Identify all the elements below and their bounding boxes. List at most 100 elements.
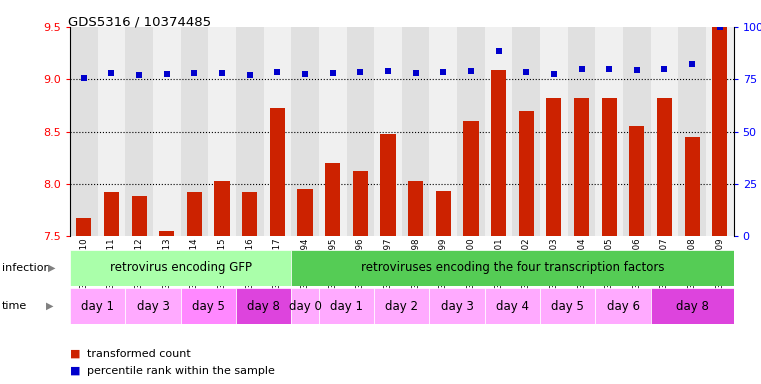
Bar [236,288,291,324]
Bar [540,27,568,236]
Bar [485,27,512,236]
Bar [623,27,651,236]
Bar [429,288,485,324]
Text: GDS5316 / 10374485: GDS5316 / 10374485 [68,15,212,28]
Bar [104,192,119,236]
Text: day 6: day 6 [607,300,639,313]
Bar [402,27,429,236]
Bar [97,27,126,236]
Text: infection: infection [2,263,50,273]
Text: day 5: day 5 [192,300,224,313]
Text: transformed count: transformed count [87,349,190,359]
Bar [678,27,706,236]
Point [271,69,283,75]
Bar [159,231,174,236]
Point [216,70,228,76]
Bar [568,27,595,236]
Bar [353,171,368,236]
Bar [70,250,291,286]
Bar [325,163,340,236]
Point [631,67,643,73]
Text: retrovirus encoding GFP: retrovirus encoding GFP [110,262,252,274]
Bar [712,27,728,236]
Text: day 3: day 3 [136,300,170,313]
Text: ■: ■ [70,366,81,376]
Bar [298,189,313,236]
Point [326,70,339,76]
Bar [319,27,346,236]
Bar [408,181,423,236]
Bar [126,27,153,236]
Point [382,68,394,74]
Point [189,70,201,76]
Point [465,68,477,74]
Bar [126,288,180,324]
Point [603,66,615,72]
Bar [242,192,257,236]
Bar [595,288,651,324]
Point [133,72,145,78]
Bar [463,121,479,236]
Text: day 4: day 4 [496,300,529,313]
Text: percentile rank within the sample: percentile rank within the sample [87,366,275,376]
Bar [429,27,457,236]
Point [244,72,256,78]
Bar [540,288,595,324]
Bar [70,288,126,324]
Point [299,71,311,77]
Bar [512,27,540,236]
Text: day 8: day 8 [676,300,708,313]
Text: day 1: day 1 [81,300,114,313]
Text: day 1: day 1 [330,300,363,313]
Point [78,75,90,81]
Bar [602,98,616,236]
Bar [291,250,734,286]
Text: day 3: day 3 [441,300,473,313]
Point [437,69,449,75]
Point [658,66,670,72]
Text: day 8: day 8 [247,300,280,313]
Bar [595,27,623,236]
Bar [76,218,91,236]
Text: day 5: day 5 [551,300,584,313]
Point [714,24,726,30]
Bar [263,27,291,236]
Point [354,69,367,75]
Bar [546,98,562,236]
Text: retroviruses encoding the four transcription factors: retroviruses encoding the four transcrip… [361,262,664,274]
Bar [485,288,540,324]
Bar [180,27,209,236]
Bar [706,27,734,236]
Bar [651,27,678,236]
Bar [519,111,533,236]
Bar [374,288,429,324]
Text: ■: ■ [70,349,81,359]
Bar [491,70,506,236]
Bar [291,288,319,324]
Text: ▶: ▶ [46,301,53,311]
Bar [215,181,230,236]
Bar [436,191,451,236]
Bar [270,109,285,236]
Bar [374,27,402,236]
Bar [70,27,97,236]
Bar [380,134,396,236]
Point [520,69,532,75]
Bar [132,196,147,236]
Text: ▶: ▶ [48,263,56,273]
Point [492,48,505,54]
Point [548,71,560,77]
Bar [685,137,699,236]
Bar [629,126,645,236]
Bar [574,98,589,236]
Bar [180,288,236,324]
Bar [291,27,319,236]
Bar [346,27,374,236]
Bar [209,27,236,236]
Bar [651,288,734,324]
Text: day 0: day 0 [288,300,321,313]
Point [686,60,698,66]
Text: time: time [2,301,27,311]
Bar [187,192,202,236]
Bar [457,27,485,236]
